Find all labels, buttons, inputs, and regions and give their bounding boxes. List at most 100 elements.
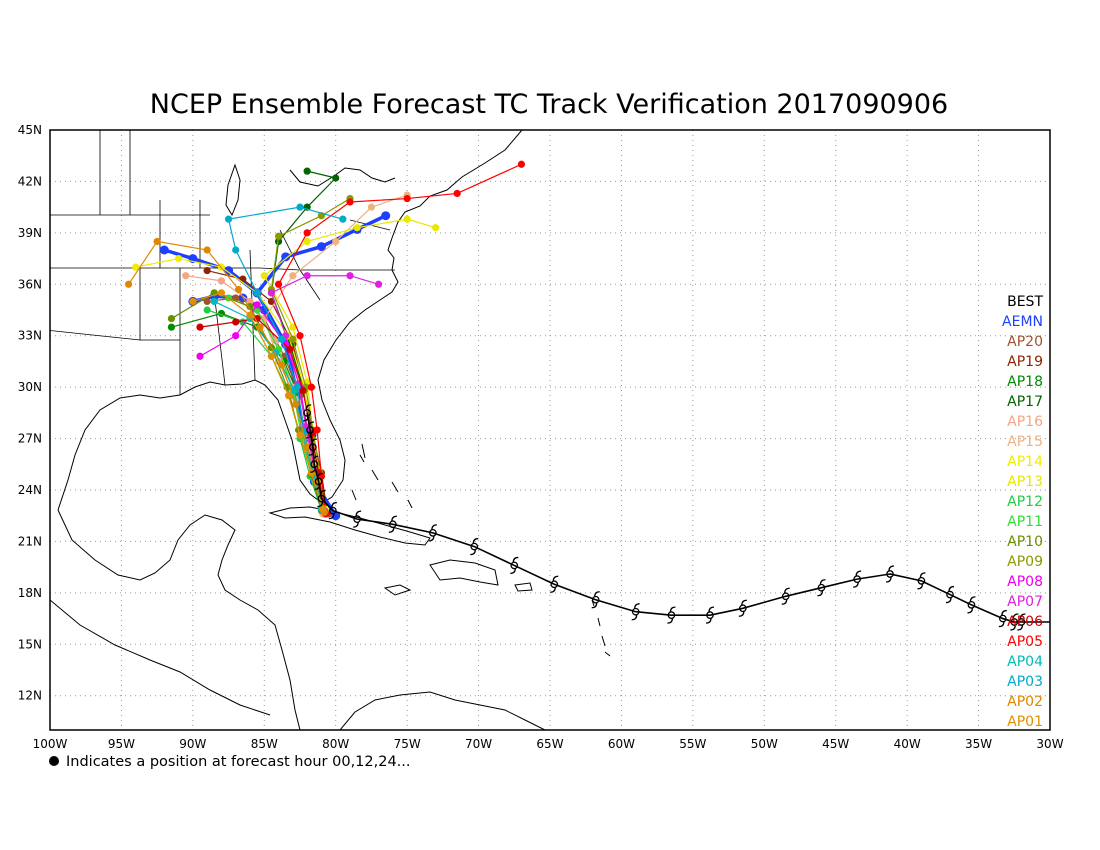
track-point-ap05 — [307, 383, 316, 391]
lat-tick-label: 45N — [18, 123, 42, 137]
track-point-ap16 — [272, 337, 280, 345]
track-point-ap03 — [296, 203, 304, 211]
track-point-ap03 — [339, 215, 347, 223]
footnote-marker-dot — [49, 756, 59, 766]
track-point-ap03 — [232, 246, 240, 254]
track-point-ap08 — [253, 301, 261, 309]
lon-tick-label: 55W — [679, 737, 706, 751]
coastline-outlines — [50, 130, 611, 730]
track-point-ap19 — [239, 275, 247, 283]
lon-tick-label: 50W — [751, 737, 778, 751]
panama-coastline — [50, 599, 271, 716]
lat-tick-label: 27N — [18, 432, 42, 446]
track-point-ap16 — [217, 277, 226, 285]
hurricane-symbol-icon — [1010, 613, 1019, 631]
map-plot-area — [49, 129, 1051, 731]
track-point-ap01 — [246, 311, 254, 319]
track-point-aemn — [224, 266, 234, 276]
legend-entry-aemn: AEMN — [1002, 314, 1043, 330]
lon-tick-label: 40W — [894, 737, 921, 751]
track-point-ap13 — [403, 215, 411, 223]
legend-entry-ap11: AP11 — [1007, 514, 1043, 530]
track-point-ap05 — [517, 160, 526, 168]
legend-entry-ap15: AP15 — [1007, 434, 1043, 450]
track-point-ap03 — [224, 215, 233, 223]
legend-entry-ap02: AP02 — [1007, 694, 1043, 710]
hurricane-symbol-icon — [328, 501, 337, 520]
track-point-ap01 — [284, 392, 293, 400]
track-point-ap13 — [303, 237, 311, 246]
track-point-ap02 — [277, 361, 286, 369]
track-point-ap07 — [374, 280, 383, 288]
legend-entry-ap17: AP17 — [1007, 394, 1043, 410]
cuba-outline — [268, 506, 431, 546]
lon-tick-label: 70W — [465, 737, 492, 751]
track-point-ap08 — [232, 332, 240, 340]
lat-tick-label: 18N — [18, 586, 42, 600]
gridlines — [50, 130, 1050, 730]
track-point-ap06 — [232, 318, 240, 326]
footnote-text: Indicates a position at forecast hour 00… — [66, 754, 411, 770]
best-track-line — [306, 412, 1022, 623]
lon-tick-label: 95W — [108, 737, 135, 751]
track-point-ap04 — [210, 297, 218, 306]
track-line-ap02 — [128, 240, 325, 513]
us-east-coastline — [57, 130, 523, 511]
hurricane-symbol-icon — [738, 599, 747, 617]
hurricane-symbol-icon — [998, 609, 1007, 628]
legend-entry-ap12: AP12 — [1007, 494, 1043, 510]
bahamas-islands — [351, 443, 413, 509]
track-point-ap02 — [303, 443, 311, 451]
track-point-ap12 — [203, 306, 211, 314]
track-point-ap02 — [153, 237, 161, 246]
legend-entry-ap13: AP13 — [1007, 474, 1043, 490]
hurricane-symbol-icon — [1017, 613, 1026, 631]
lat-tick-label: 12N — [18, 689, 42, 703]
great-lakes-outline — [289, 167, 396, 187]
chart-title: NCEP Ensemble Forecast TC Track Verifica… — [150, 89, 948, 120]
lon-tick-label: 90W — [179, 737, 206, 751]
track-point-ap05 — [346, 198, 354, 206]
hurricane-symbol-icon — [303, 404, 312, 422]
track-point-ap18 — [167, 323, 176, 331]
track-point-ap10 — [246, 302, 254, 311]
hurricane-symbol-icon — [631, 603, 640, 621]
track-point-ap06 — [196, 323, 204, 331]
legend-entry-ap09: AP09 — [1007, 554, 1043, 570]
track-point-ap03 — [253, 289, 261, 297]
legend-entry-ap08: AP08 — [1007, 574, 1043, 590]
legend-entry-ap16: AP16 — [1007, 414, 1043, 430]
south-america-coastline — [339, 691, 546, 730]
track-point-ap01 — [189, 297, 197, 306]
track-point-ap05 — [313, 426, 321, 434]
puerto-rico-outline — [514, 582, 533, 592]
track-point-ap01 — [267, 352, 276, 360]
hurricane-symbol-icon — [470, 537, 479, 556]
lat-tick-label: 24N — [18, 483, 42, 497]
legend-entry-ap05: AP05 — [1007, 634, 1043, 650]
lat-tick-label: 15N — [18, 637, 42, 651]
track-point-ap02 — [234, 285, 243, 294]
track-point-ap20 — [203, 297, 211, 306]
legend-entry-best: BEST — [1007, 294, 1043, 310]
legend-entry-ap14: AP14 — [1007, 454, 1043, 470]
jamaica-outline — [383, 584, 412, 596]
track-point-ap16 — [182, 272, 190, 280]
track-point-ap19 — [203, 266, 211, 275]
central-america-coastline — [57, 509, 301, 730]
lake-michigan-outline — [225, 163, 241, 217]
best-track — [303, 404, 1050, 631]
hurricane-symbol-icon — [550, 575, 559, 593]
hurricane-symbol-icon — [314, 472, 323, 491]
legend-entry-ap04: AP04 — [1007, 654, 1043, 670]
track-point-ap13 — [260, 272, 268, 280]
track-point-ap16 — [246, 297, 254, 306]
track-point-aemn — [381, 211, 391, 221]
track-point-ap06 — [286, 345, 294, 354]
lon-tick-label: 80W — [322, 737, 349, 751]
lon-tick-label: 100W — [33, 737, 68, 751]
lon-tick-label: 60W — [608, 737, 635, 751]
track-point-ap17 — [274, 237, 283, 246]
track-point-ap02 — [292, 400, 300, 408]
lat-tick-label: 33N — [18, 329, 42, 343]
